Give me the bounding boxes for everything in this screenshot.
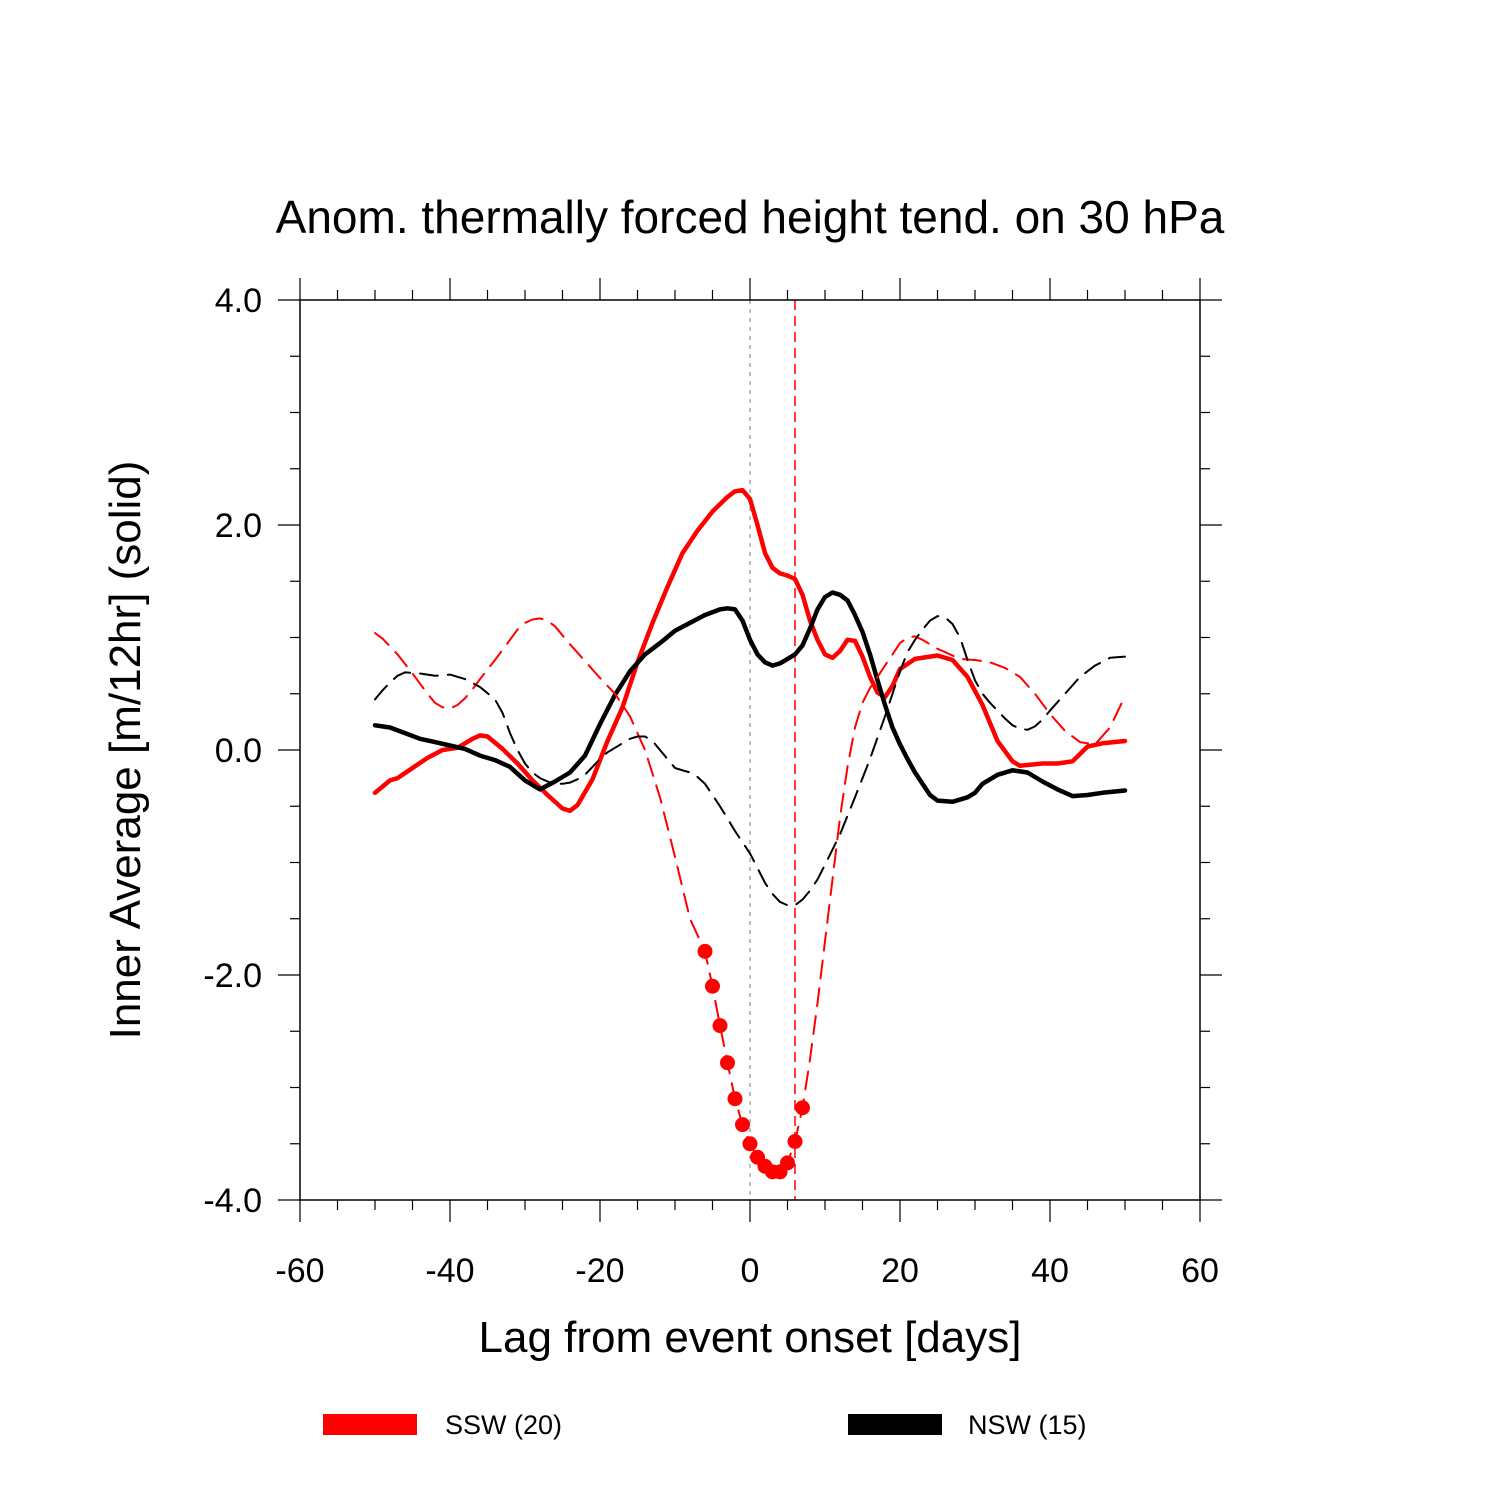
marker-point-13 bbox=[795, 1100, 810, 1116]
marker-point-4 bbox=[727, 1091, 743, 1107]
x-tick-label: -60 bbox=[275, 1252, 324, 1290]
x-tick-label: 40 bbox=[1031, 1252, 1069, 1290]
marker-point-5 bbox=[735, 1117, 750, 1133]
marker-point-6 bbox=[742, 1136, 758, 1152]
chart-title: Anom. thermally forced height tend. on 3… bbox=[276, 191, 1225, 243]
y-tick-label: -4.0 bbox=[203, 1182, 262, 1220]
y-tick-label: -2.0 bbox=[203, 957, 262, 995]
x-tick-label: 0 bbox=[741, 1252, 760, 1290]
x-tick-label: 60 bbox=[1181, 1252, 1219, 1290]
y-axis-label: Inner Average [m/12hr] (solid) bbox=[101, 461, 150, 1040]
legend-label-1: NSW (15) bbox=[968, 1410, 1087, 1440]
legend-swatch-0 bbox=[323, 1414, 417, 1435]
y-tick-label: 0.0 bbox=[215, 732, 262, 770]
legend-label-0: SSW (20) bbox=[445, 1410, 562, 1440]
y-tick-label: 4.0 bbox=[215, 282, 262, 320]
x-tick-label: 20 bbox=[881, 1252, 919, 1290]
series-line-2 bbox=[374, 617, 1126, 1174]
x-tick-label: -20 bbox=[575, 1252, 624, 1290]
series-line-0 bbox=[372, 487, 1128, 814]
axes-layer: -60 -40 -20 0 20 40 60 -4.0 -2.0 0.0 2.0 4.0 bbox=[203, 278, 1222, 1290]
reference-lines bbox=[749, 300, 796, 1200]
series-line-1 bbox=[372, 590, 1128, 805]
legend: SSW (20) NSW (15) bbox=[323, 1410, 1087, 1440]
marker-point-12 bbox=[787, 1134, 803, 1149]
marker-layer bbox=[697, 943, 810, 1180]
marker-point-2 bbox=[712, 1018, 728, 1034]
marker-point-11 bbox=[780, 1155, 795, 1171]
y-tick-label: 2.0 bbox=[215, 507, 262, 545]
marker-point-0 bbox=[697, 943, 713, 959]
x-axis-label: Lag from event onset [days] bbox=[479, 1313, 1022, 1362]
series-line-3 bbox=[374, 615, 1126, 907]
x-tick-label: -40 bbox=[425, 1252, 474, 1290]
series-layer bbox=[372, 487, 1128, 1174]
legend-swatch-1 bbox=[848, 1414, 942, 1435]
marker-point-1 bbox=[705, 978, 720, 994]
marker-point-3 bbox=[720, 1055, 735, 1071]
